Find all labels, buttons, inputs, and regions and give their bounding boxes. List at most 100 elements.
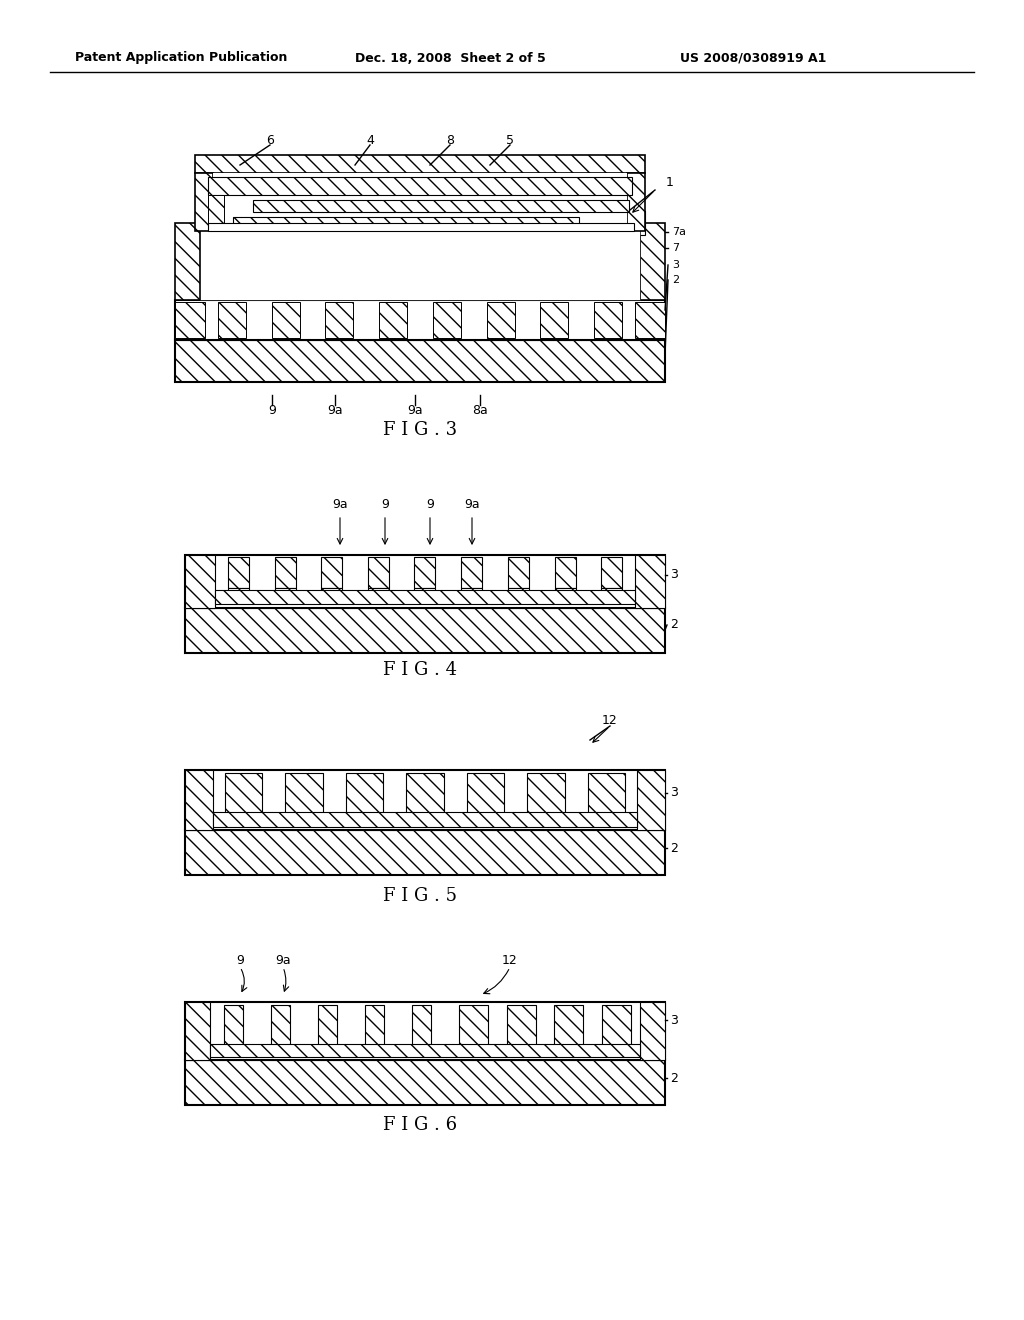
Text: 3: 3: [670, 569, 678, 582]
Bar: [175, 341, 665, 381]
Text: 9a: 9a: [328, 404, 343, 417]
Text: 9a: 9a: [408, 404, 423, 417]
Text: F I G . 4: F I G . 4: [383, 661, 457, 678]
Bar: [227, 587, 249, 602]
Text: 9: 9: [426, 499, 434, 511]
Bar: [601, 557, 623, 587]
Bar: [433, 302, 461, 338]
Bar: [213, 173, 627, 231]
Text: 12: 12: [602, 714, 617, 726]
Bar: [185, 770, 213, 830]
Bar: [461, 557, 482, 587]
Bar: [274, 587, 296, 602]
Bar: [554, 1005, 584, 1055]
Text: 9: 9: [381, 499, 389, 511]
Bar: [627, 173, 645, 231]
Bar: [507, 1005, 536, 1055]
Text: F I G . 5: F I G . 5: [383, 887, 457, 906]
Bar: [486, 302, 515, 338]
Bar: [271, 302, 300, 338]
Bar: [200, 223, 640, 300]
Text: 9a: 9a: [275, 953, 291, 966]
Text: 2: 2: [672, 275, 679, 285]
Bar: [625, 211, 645, 235]
Text: 1: 1: [666, 177, 674, 190]
Bar: [175, 302, 205, 338]
Bar: [215, 590, 635, 605]
Text: F I G . 6: F I G . 6: [383, 1115, 457, 1134]
Bar: [412, 1005, 431, 1055]
Text: 4: 4: [366, 133, 374, 147]
Bar: [379, 302, 408, 338]
Bar: [368, 587, 389, 602]
Bar: [555, 587, 575, 602]
Text: 2: 2: [670, 842, 678, 854]
Text: 8a: 8a: [472, 404, 487, 417]
Bar: [208, 223, 634, 231]
Bar: [368, 557, 389, 587]
Bar: [224, 774, 262, 825]
Text: 3: 3: [670, 1014, 678, 1027]
Bar: [208, 195, 224, 230]
Text: 2: 2: [670, 1072, 678, 1085]
Bar: [601, 1005, 631, 1055]
Bar: [555, 557, 575, 587]
Bar: [527, 774, 565, 825]
Bar: [185, 1002, 210, 1060]
Text: 9a: 9a: [464, 499, 480, 511]
Text: 8: 8: [446, 133, 454, 147]
Text: 12: 12: [502, 953, 518, 966]
Bar: [285, 774, 323, 825]
Bar: [233, 216, 579, 227]
Text: US 2008/0308919 A1: US 2008/0308919 A1: [680, 51, 826, 65]
Bar: [213, 812, 637, 828]
Bar: [253, 201, 629, 213]
Bar: [195, 173, 213, 231]
Bar: [588, 774, 626, 825]
Bar: [467, 774, 505, 825]
Bar: [317, 1005, 337, 1055]
Bar: [459, 1005, 488, 1055]
Bar: [461, 587, 482, 602]
Text: 7: 7: [672, 243, 679, 253]
Bar: [218, 302, 246, 338]
Text: 6: 6: [266, 133, 274, 147]
Text: 9a: 9a: [332, 499, 348, 511]
Bar: [601, 587, 623, 602]
Text: 9: 9: [268, 404, 275, 417]
Text: 2: 2: [670, 619, 678, 631]
Text: 7a: 7a: [672, 227, 686, 238]
Bar: [508, 557, 528, 587]
Bar: [185, 770, 665, 830]
Bar: [508, 587, 528, 602]
Bar: [185, 1002, 665, 1060]
Bar: [274, 557, 296, 587]
Bar: [185, 554, 665, 609]
Bar: [270, 1005, 291, 1055]
Bar: [185, 1060, 665, 1105]
Bar: [640, 223, 665, 300]
Bar: [415, 587, 435, 602]
Bar: [637, 770, 665, 830]
Bar: [223, 1005, 244, 1055]
Bar: [175, 223, 200, 300]
Bar: [407, 774, 443, 825]
Bar: [640, 1002, 665, 1060]
Bar: [365, 1005, 384, 1055]
Bar: [594, 302, 623, 338]
Text: 5: 5: [506, 133, 514, 147]
Bar: [185, 609, 665, 653]
Bar: [541, 302, 568, 338]
Text: 3: 3: [670, 787, 678, 800]
Text: Patent Application Publication: Patent Application Publication: [75, 51, 288, 65]
Text: F I G . 3: F I G . 3: [383, 421, 457, 440]
Bar: [415, 557, 435, 587]
Text: 3: 3: [672, 260, 679, 271]
Bar: [227, 557, 249, 587]
Bar: [175, 300, 665, 341]
Text: Dec. 18, 2008  Sheet 2 of 5: Dec. 18, 2008 Sheet 2 of 5: [355, 51, 546, 65]
Bar: [210, 1044, 640, 1057]
Text: 9: 9: [237, 953, 244, 966]
Bar: [635, 554, 665, 609]
Bar: [208, 177, 632, 195]
